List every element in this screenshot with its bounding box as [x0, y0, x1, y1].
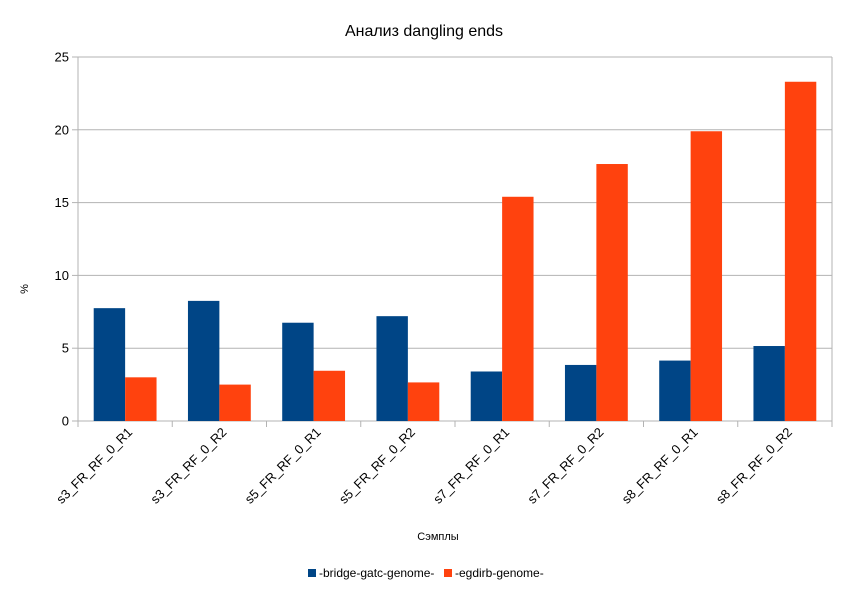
bar-series-2	[784, 81, 817, 421]
x-tick-label: s7_FR_RF_0_R2	[524, 425, 606, 507]
bar-series-1	[753, 346, 785, 421]
legend-label: -bridge-gatc-genome-	[319, 566, 434, 580]
bar-series-1	[93, 308, 126, 421]
legend-label: -egdirb-genome-	[455, 566, 544, 580]
legend-swatch	[444, 569, 452, 577]
bar-series-1	[282, 322, 314, 421]
bar-series-1	[470, 371, 503, 421]
bar-series-1	[659, 360, 691, 421]
x-tick-label: s8_FR_RF_0_R2	[713, 425, 795, 507]
bar-series-2	[125, 377, 157, 421]
bar-series-2	[690, 131, 723, 422]
y-tick-label: 20	[55, 122, 69, 137]
x-axis-title: Сэмплы	[417, 531, 458, 543]
bars	[93, 81, 817, 422]
x-tick-label: s3_FR_RF_0_R2	[147, 425, 229, 507]
bar-series-2	[407, 382, 440, 421]
x-tick-labels: s3_FR_RF_0_R1 s3_FR_RF_0_R2 s5_FR_RF_0_R1 s…	[53, 425, 795, 507]
x-tick-label: s8_FR_RF_0_R1	[619, 425, 701, 507]
legend-swatch	[308, 569, 316, 577]
x-tick-label: s3_FR_RF_0_R1	[53, 425, 135, 507]
x-tick-label: s7_FR_RF_0_R1	[430, 425, 512, 507]
x-tick-label: s5_FR_RF_0_R2	[336, 425, 418, 507]
chart-title: Анализ dangling ends	[345, 23, 503, 40]
y-axis-title: %	[19, 284, 31, 294]
bar-series-2	[596, 164, 628, 422]
bar-series-2	[313, 370, 346, 421]
y-tick-label: 25	[55, 50, 69, 65]
y-tick-label: 10	[55, 268, 69, 283]
x-tick-label: s5_FR_RF_0_R1	[242, 425, 324, 507]
y-tick-labels: 0 5 10 15 20 25	[55, 50, 69, 429]
legend: -bridge-gatc-genome- -egdirb-genome-	[308, 566, 544, 580]
bar-series-1	[187, 300, 220, 421]
bar-series-2	[219, 384, 251, 421]
bar-series-1	[564, 364, 597, 421]
bar-series-2	[502, 196, 534, 421]
y-tick-label: 5	[62, 341, 69, 356]
y-tick-label: 15	[55, 195, 69, 210]
y-tick-label: 0	[62, 414, 69, 429]
bar-series-1	[376, 316, 408, 421]
